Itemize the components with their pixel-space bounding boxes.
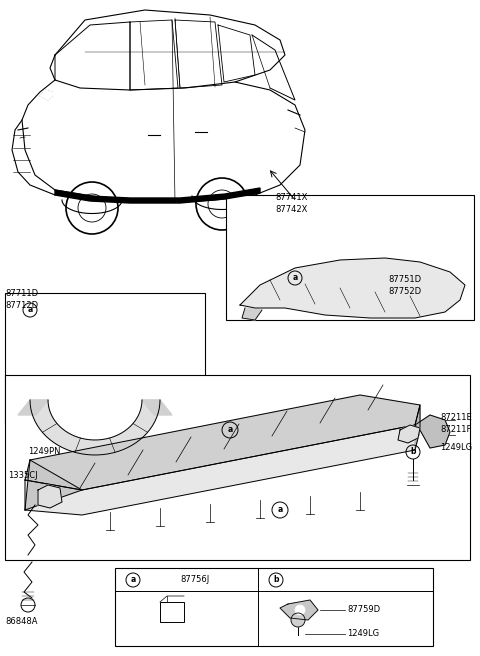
Bar — [5, 293, 205, 423]
Text: 87211F: 87211F — [440, 426, 471, 434]
Polygon shape — [40, 90, 52, 100]
Text: 87751D: 87751D — [388, 276, 421, 285]
Polygon shape — [25, 460, 82, 510]
Text: 87711D: 87711D — [5, 289, 38, 298]
Text: 1249LG: 1249LG — [347, 630, 379, 638]
Circle shape — [291, 613, 305, 627]
Circle shape — [295, 605, 305, 615]
Text: a: a — [228, 426, 233, 434]
Polygon shape — [242, 308, 262, 320]
Text: a: a — [277, 506, 283, 514]
Text: 87752D: 87752D — [388, 287, 421, 295]
Text: 87759D: 87759D — [347, 605, 380, 615]
Polygon shape — [280, 600, 318, 620]
Text: 1249LG: 1249LG — [440, 443, 472, 451]
Text: 87211E: 87211E — [440, 413, 472, 422]
Polygon shape — [142, 400, 172, 415]
Polygon shape — [415, 415, 450, 448]
Text: 87756J: 87756J — [180, 575, 210, 584]
Polygon shape — [25, 405, 420, 515]
Polygon shape — [30, 400, 160, 455]
Circle shape — [407, 479, 419, 491]
Text: a: a — [27, 306, 33, 314]
Polygon shape — [38, 485, 62, 508]
Bar — [226, 195, 474, 320]
Text: 1249PN: 1249PN — [28, 447, 60, 457]
Text: b: b — [410, 447, 416, 457]
Polygon shape — [25, 395, 420, 490]
Text: 87712D: 87712D — [5, 300, 38, 310]
Text: 87741X: 87741X — [275, 194, 307, 203]
Text: 87742X: 87742X — [275, 205, 307, 213]
Text: a: a — [131, 575, 136, 584]
Polygon shape — [415, 405, 420, 450]
Text: b: b — [273, 575, 279, 584]
Bar — [5, 375, 470, 560]
Bar — [115, 568, 433, 646]
Polygon shape — [18, 400, 48, 415]
Text: 1335CJ: 1335CJ — [8, 472, 37, 480]
Bar — [160, 602, 184, 622]
Polygon shape — [398, 425, 420, 443]
Polygon shape — [240, 258, 465, 318]
Text: a: a — [292, 274, 298, 283]
Circle shape — [21, 598, 35, 612]
Text: 86848A: 86848A — [5, 617, 37, 626]
Polygon shape — [55, 188, 260, 203]
